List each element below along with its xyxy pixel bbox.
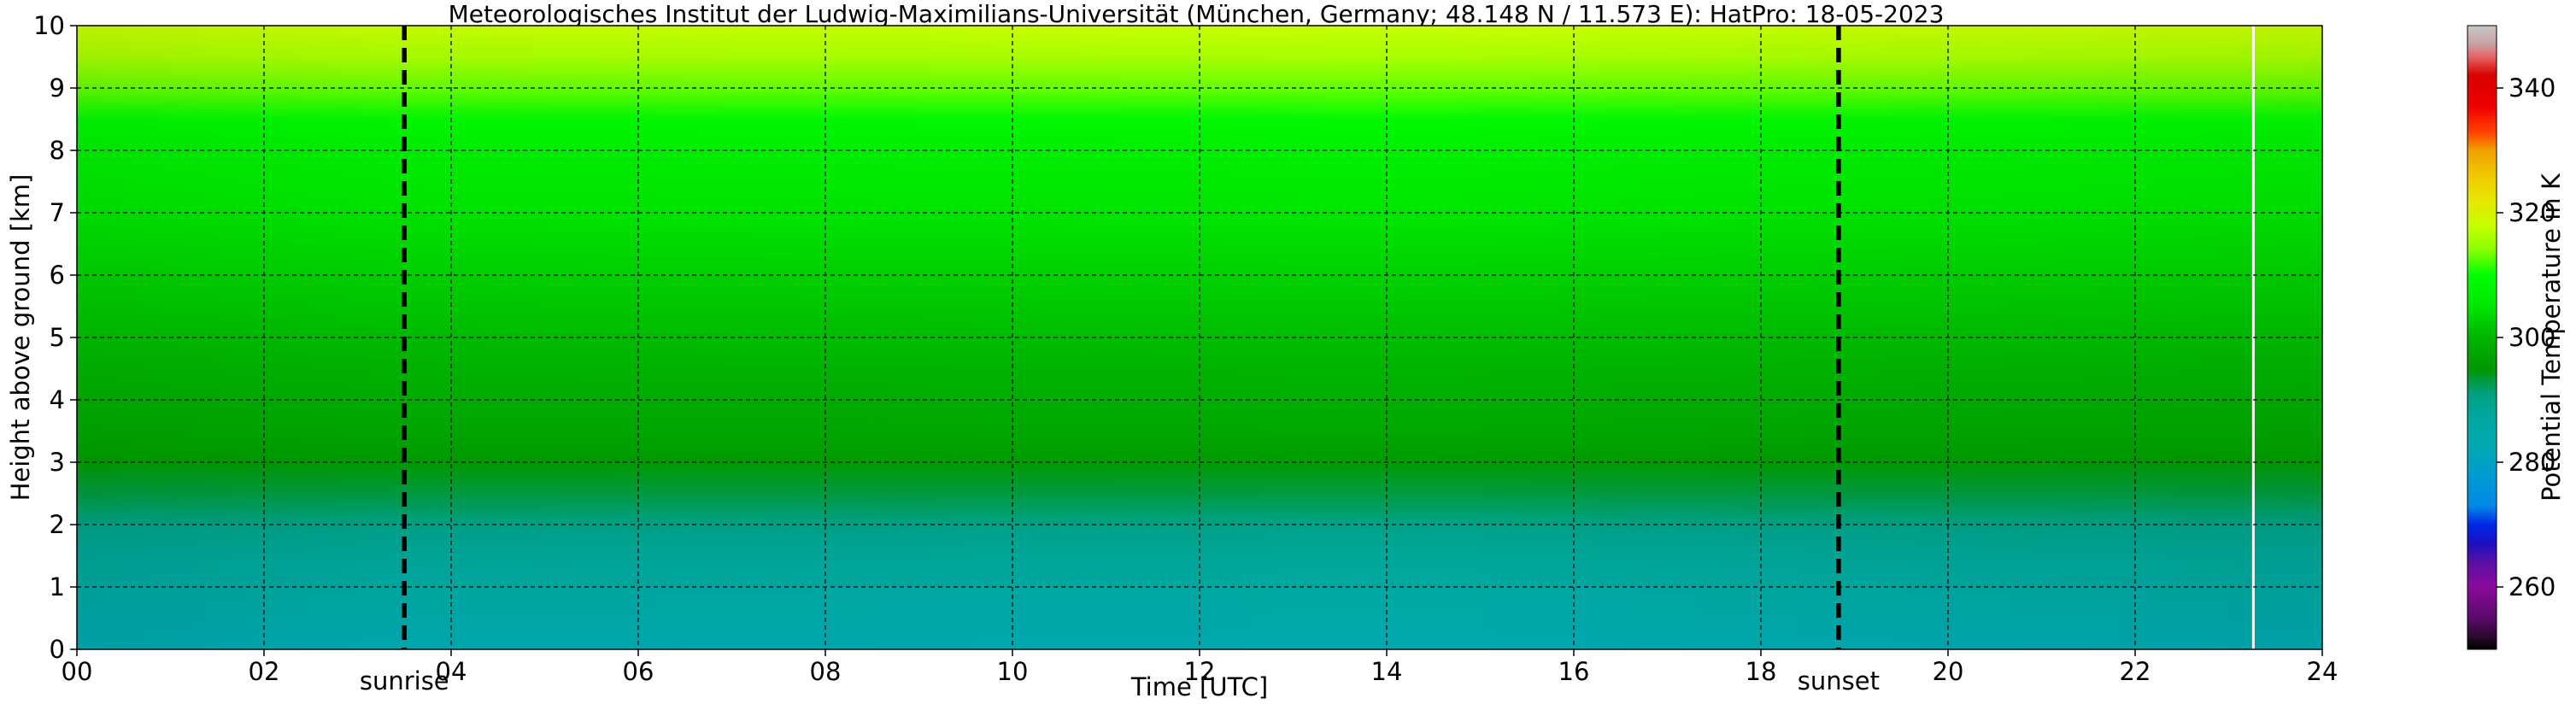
- grid-lines: [77, 26, 2322, 649]
- colorbar-label: Potential Temperature in K: [2537, 173, 2566, 502]
- x-tick-label: 20: [1933, 657, 1964, 686]
- y-axis-label: Height above ground [km]: [6, 174, 35, 502]
- event-label-sunset: sunset: [1798, 666, 1880, 695]
- y-tick-label: 5: [50, 323, 65, 352]
- y-tick-label: 9: [50, 73, 65, 103]
- x-tick-label: 04: [436, 657, 467, 686]
- x-tick-label: 06: [623, 657, 654, 686]
- x-tick-label: 02: [249, 657, 280, 686]
- x-tick-label: 14: [1371, 657, 1403, 686]
- colorbar-tick-label: 260: [2509, 572, 2555, 601]
- x-axis: 00 02 04 06 08 10 12 14 16 18 20 22 24: [62, 649, 2338, 686]
- y-tick-label: 0: [50, 635, 65, 664]
- y-tick-label: 6: [50, 261, 65, 290]
- y-tick-label: 10: [33, 11, 65, 40]
- y-tick-label: 8: [50, 136, 65, 165]
- x-tick-label: 12: [1184, 657, 1216, 686]
- y-tick-label: 3: [50, 448, 65, 477]
- x-tick-label: 10: [997, 657, 1029, 686]
- chart-title: Meteorologisches Institut der Ludwig-Max…: [449, 0, 1945, 28]
- colorbar-tick-label: 320: [2509, 198, 2555, 227]
- x-tick-label: 08: [810, 657, 842, 686]
- y-axis: 0 1 2 3 4 5 6 7 8 9 10: [33, 11, 77, 664]
- x-tick-label: 24: [2307, 657, 2338, 686]
- colorbar-tick-label: 340: [2509, 73, 2555, 103]
- y-tick-label: 2: [50, 510, 65, 539]
- x-tick-label: 00: [62, 657, 93, 686]
- x-tick-label: 22: [2120, 657, 2151, 686]
- colorbar-scale: [2467, 25, 2497, 650]
- colorbar-tick-label: 280: [2509, 448, 2555, 477]
- x-tick-label: 16: [1558, 657, 1590, 686]
- x-tick-label: 18: [1746, 657, 1777, 686]
- y-tick-label: 4: [50, 385, 65, 414]
- y-tick-label: 1: [50, 572, 65, 601]
- colorbar-ticks: 260 280 300 320 340: [2497, 73, 2555, 601]
- event-markers: sunrise sunset: [360, 26, 1880, 695]
- y-tick-label: 7: [50, 198, 65, 227]
- colorbar-tick-label: 300: [2509, 323, 2555, 352]
- plot-area: sunrise sunset: [76, 25, 2323, 695]
- event-label-sunrise: sunrise: [360, 666, 449, 695]
- x-axis-label: Time [UTC]: [1130, 672, 1268, 701]
- colorbar: 260 280 300 320 340 Potential Temperature in…: [2467, 25, 2566, 650]
